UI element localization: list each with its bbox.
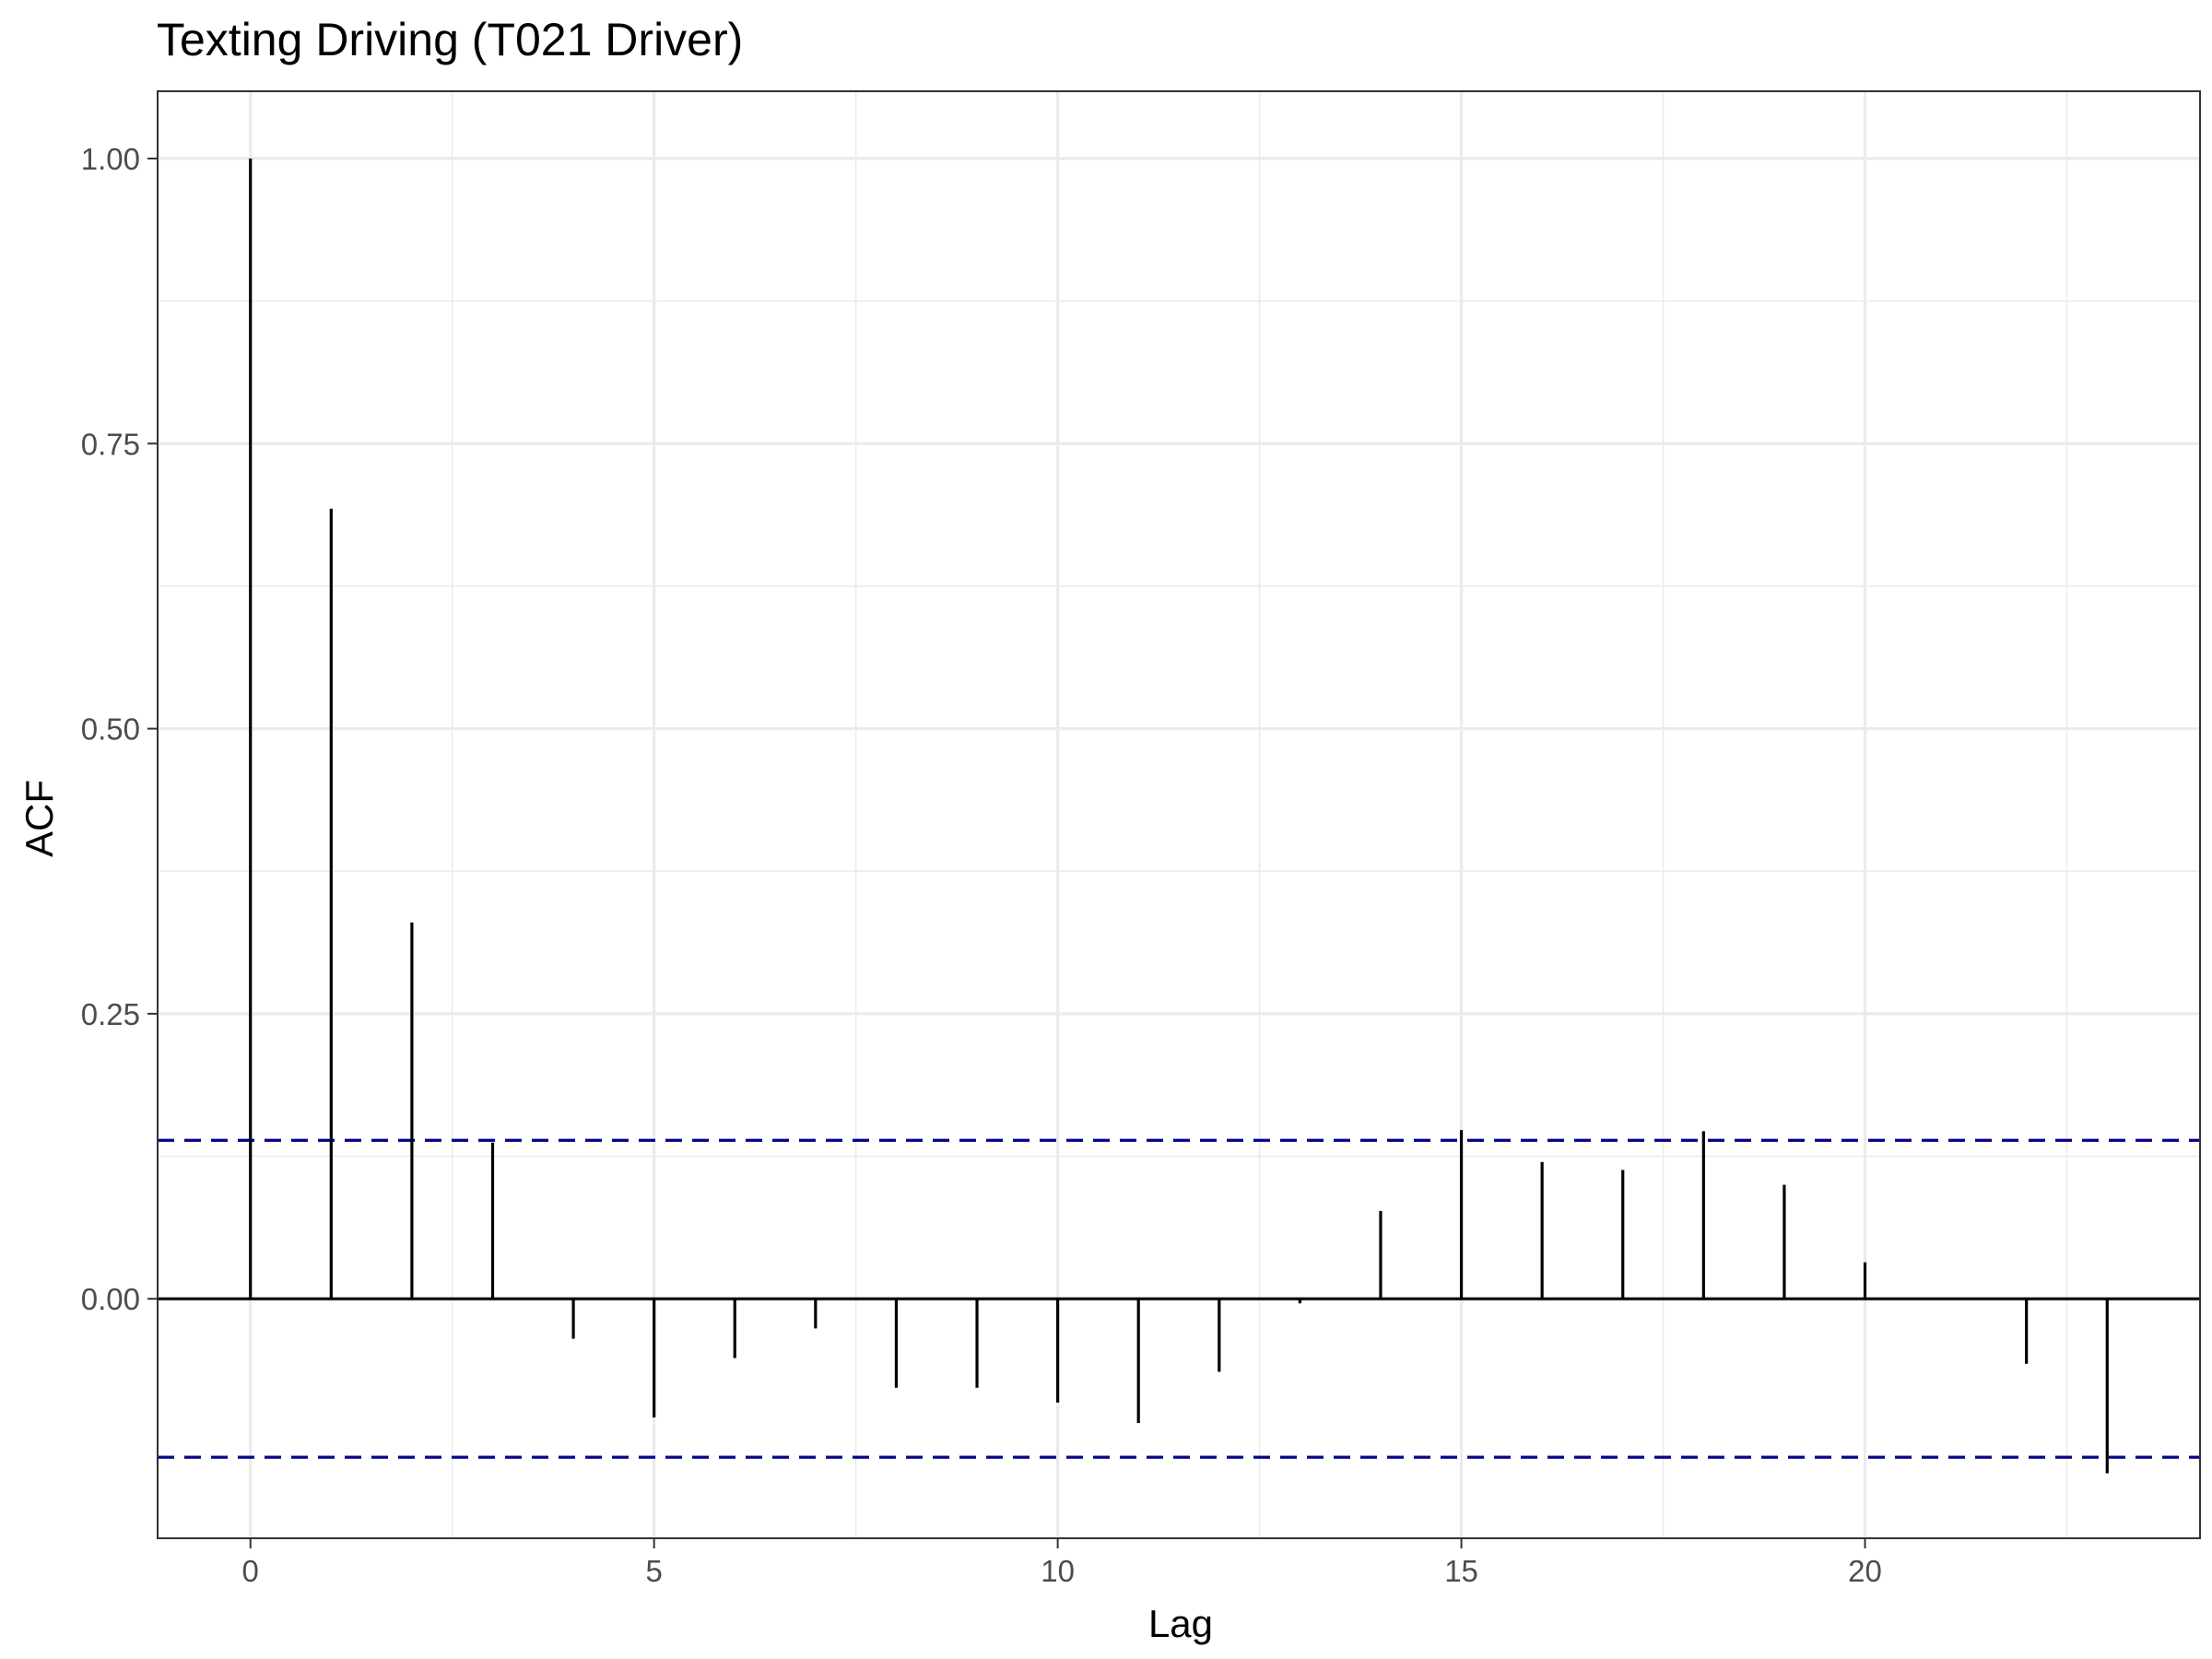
x-axis-title: Lag	[1148, 1602, 1213, 1645]
chart-title: Texting Driving (T021 Driver)	[157, 14, 743, 65]
x-axis-tick-labels: 0 5 10 15 20	[242, 1554, 1882, 1588]
x-tick-label: 15	[1444, 1554, 1478, 1588]
y-tick-label: 0.25	[81, 997, 140, 1031]
x-tick-label: 5	[645, 1554, 662, 1588]
x-tick-label: 10	[1041, 1554, 1075, 1588]
acf-bars	[249, 158, 2109, 1474]
minor-gridlines-y	[158, 300, 2200, 1158]
y-tick-label: 0.00	[81, 1282, 140, 1316]
x-axis-ticks	[249, 1538, 1866, 1548]
y-tick-label: 0.50	[81, 712, 140, 747]
panel-border	[157, 90, 2201, 1539]
y-axis-ticks	[147, 157, 158, 1300]
y-tick-label: 1.00	[81, 142, 140, 176]
y-axis-tick-labels: 0.00 0.25 0.50 0.75 1.00	[81, 142, 140, 1316]
major-gridlines-y	[158, 157, 2200, 1300]
confidence-bounds	[158, 1138, 2200, 1459]
x-tick-label: 0	[242, 1554, 259, 1588]
y-axis-title: ACF	[18, 780, 61, 857]
y-tick-label: 0.75	[81, 427, 140, 461]
x-tick-label: 20	[1848, 1554, 1882, 1588]
minor-gridlines-x	[451, 91, 2068, 1538]
